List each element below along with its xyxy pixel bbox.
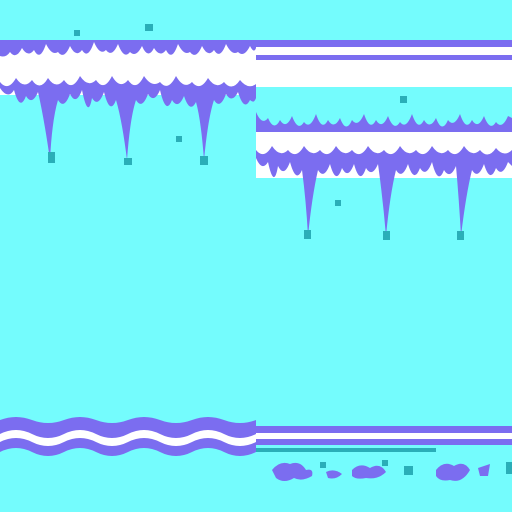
icicle-tip: [48, 152, 55, 163]
icicle-tip: [383, 231, 390, 240]
icicle-tile-b: [256, 96, 512, 240]
icicle-tile-a: [0, 24, 256, 165]
icicle-tip: [200, 156, 208, 165]
ice-debris-row: [272, 460, 512, 481]
wave-snow-crest: [0, 430, 256, 446]
frost-speck: [176, 136, 182, 142]
ice-wave-platform: [0, 417, 256, 456]
debris-chunk: [478, 464, 490, 476]
rim-shadow: [256, 448, 436, 452]
frost-speck: [74, 30, 80, 36]
icicle-tip: [304, 230, 311, 239]
icicle-spikes-b: [256, 146, 512, 236]
icicle-fringe-top: [256, 112, 512, 132]
ledge-snow: [256, 47, 512, 55]
icicle-tip: [457, 231, 464, 240]
icicle-fringe-top: [0, 40, 256, 57]
rim-snow: [256, 433, 512, 439]
debris-speck: [320, 462, 326, 468]
ledge-snow-lower: [256, 60, 512, 87]
icicle-tip: [124, 158, 132, 165]
rim-edge-bottom: [256, 439, 512, 445]
debris-speck: [404, 466, 413, 475]
debris-chunk: [326, 470, 342, 479]
snow-ledge-strip: [256, 40, 512, 87]
rim-edge-top: [256, 426, 512, 433]
ledge-edge-top: [256, 40, 512, 47]
debris-speck: [382, 460, 388, 466]
icicle-spikes-a: [0, 76, 256, 160]
ledge-edge-mid: [256, 55, 512, 60]
debris-speck: [506, 462, 512, 474]
frost-speck: [335, 200, 341, 206]
debris-chunk: [352, 465, 386, 479]
ice-rim-strip: [256, 426, 512, 452]
debris-chunk: [272, 462, 313, 481]
frost-speck: [145, 24, 153, 31]
frost-speck: [400, 96, 407, 103]
debris-chunk: [436, 463, 470, 481]
